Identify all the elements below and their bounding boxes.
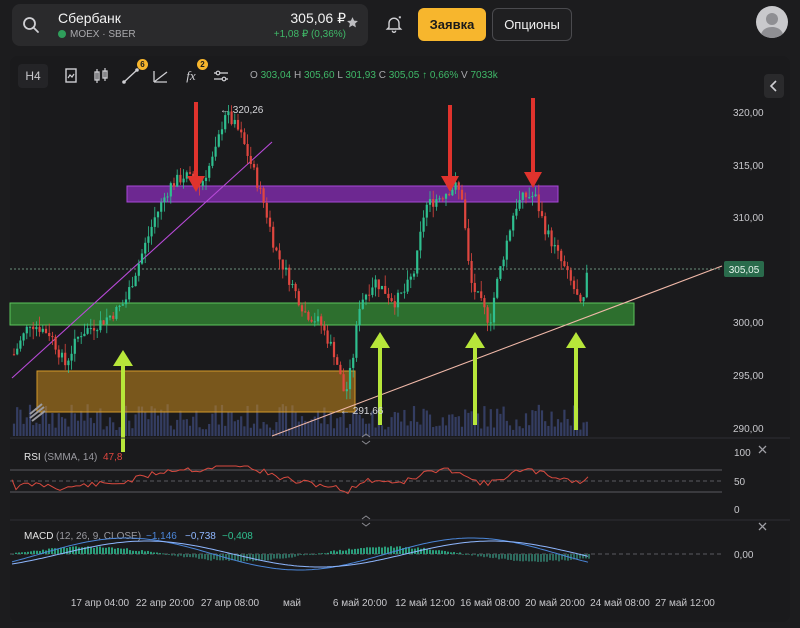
drawing-tools-button[interactable]: 6 (118, 59, 148, 88)
settings-button[interactable] (208, 64, 234, 88)
indicators-count-badge: 2 (197, 59, 208, 70)
search-icon[interactable] (22, 16, 40, 34)
order-button[interactable]: Заявка (418, 8, 486, 41)
line-tool-icon (122, 68, 139, 84)
ticker-change: +1,08 ₽ (0,36%) (273, 29, 346, 40)
user-icon (760, 13, 784, 38)
ohlc-o-label: O (250, 70, 258, 81)
ticker-code: SBER (108, 29, 136, 40)
ohlc-c-label: C (378, 70, 386, 81)
favorite-star-icon[interactable] (346, 16, 359, 29)
function-icon: fx (186, 68, 196, 83)
ohlc-change: ↑ 0,66% (422, 70, 459, 81)
ohlc-v-label: V (461, 70, 468, 81)
chart-type-button[interactable] (58, 64, 84, 88)
ticker-name: Сбербанк (58, 10, 121, 26)
ohlc-h-label: H (293, 70, 302, 81)
document-chart-icon (65, 68, 77, 83)
separator: · (102, 29, 106, 40)
timeframe-selector[interactable]: H4 (18, 64, 48, 88)
alert-bell-icon[interactable] (384, 14, 404, 34)
fib-tool-button[interactable] (148, 64, 174, 88)
candles-icon (94, 68, 108, 83)
collapse-panel-button[interactable] (764, 74, 784, 98)
user-avatar[interactable] (756, 6, 788, 38)
top-bar: Сбербанк MOEX · SBER 305,06 ₽ +1,08 ₽ (0… (0, 0, 800, 52)
ohlc-high: 305,60 (303, 70, 335, 81)
options-button[interactable]: Опционы (492, 8, 572, 41)
indicators-button[interactable]: fx 2 (178, 59, 208, 88)
ticker-exchange: MOEX · SBER (58, 29, 136, 40)
ohlc-l-label: L (337, 70, 343, 81)
chart-panel (10, 56, 790, 622)
exchange-label: MOEX (70, 29, 100, 40)
chevron-left-icon (769, 80, 777, 92)
ohlc-close: 305,05 (388, 70, 420, 81)
trend-tool-icon (153, 71, 168, 83)
candles-button[interactable] (88, 64, 114, 88)
moex-logo-icon (58, 30, 66, 38)
ohlc-low: 301,93 (345, 70, 376, 81)
drawings-count-badge: 6 (137, 59, 148, 70)
ohlc-open: 303,04 (260, 70, 292, 81)
ohlc-legend: O 303,04 H 305,60 L 301,93 C 305,05 ↑ 0,… (250, 70, 498, 81)
ohlc-volume: 7033k (470, 70, 498, 81)
sliders-icon (214, 70, 228, 82)
ticker-selector[interactable]: Сбербанк MOEX · SBER 305,06 ₽ +1,08 ₽ (0… (12, 4, 368, 46)
ticker-price: 305,06 ₽ (290, 10, 346, 26)
